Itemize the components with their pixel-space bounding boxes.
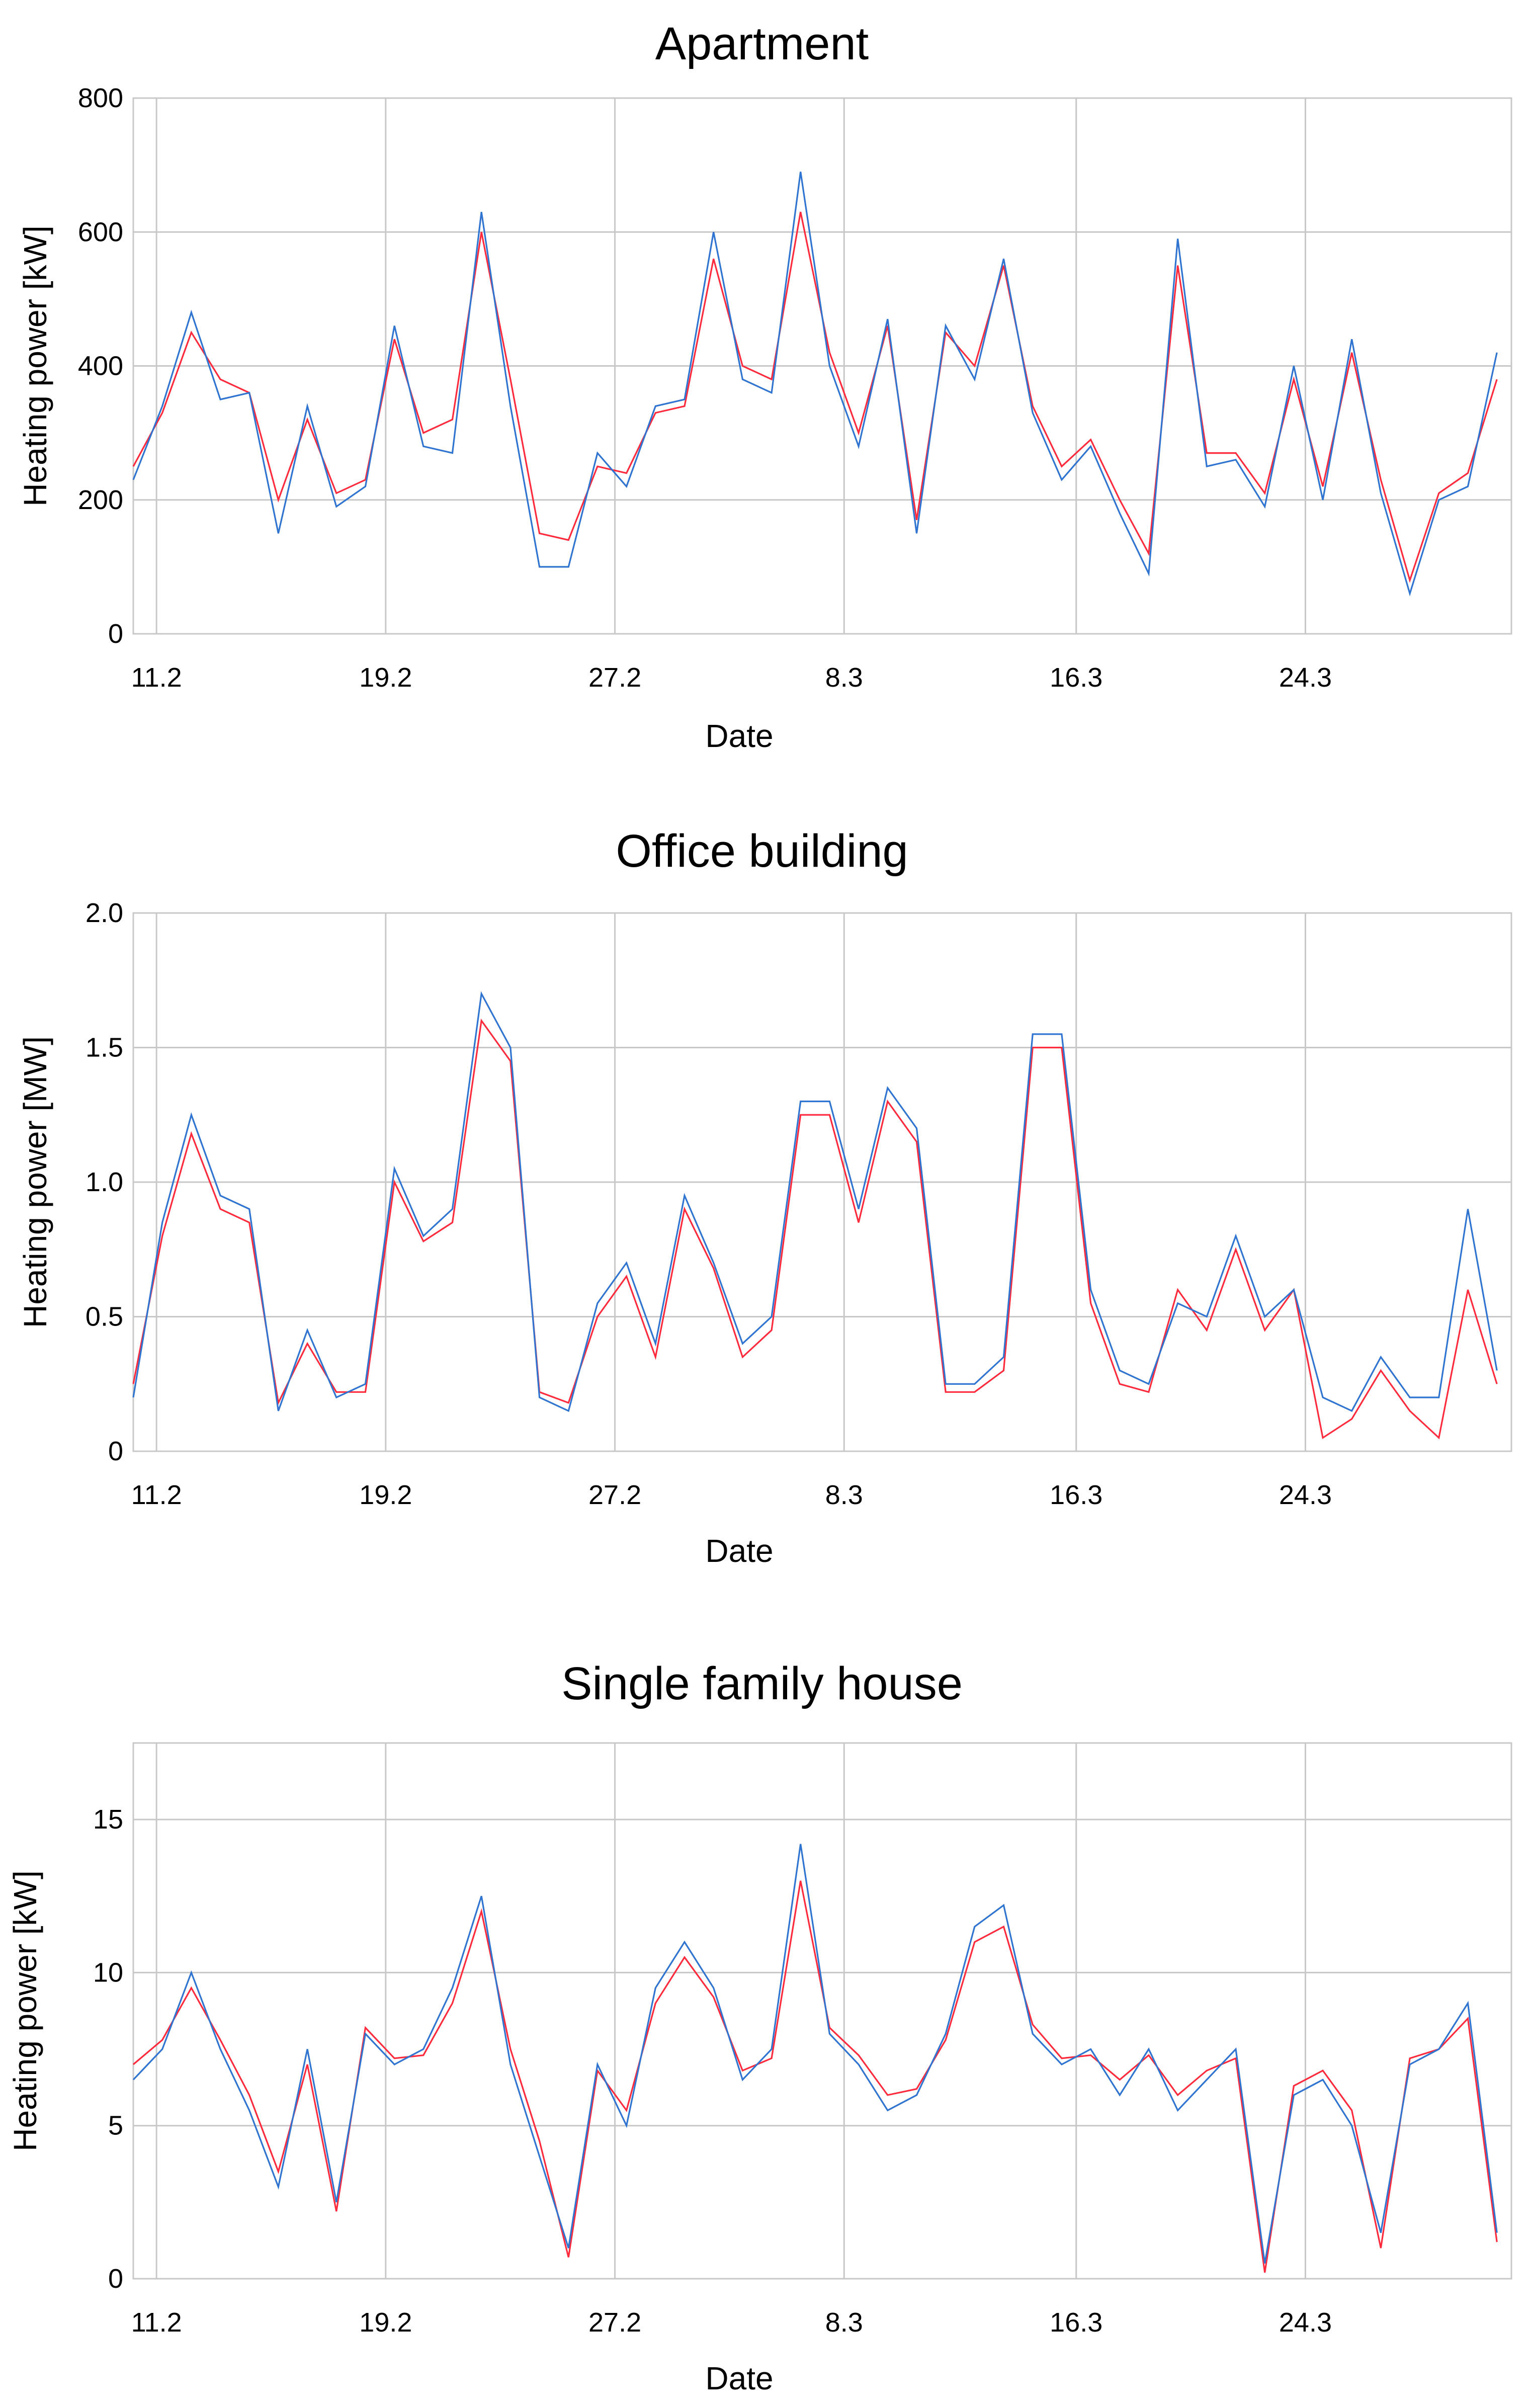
x-tick-label: 19.2	[359, 2307, 412, 2338]
x-tick-label: 16.3	[1050, 2307, 1102, 2338]
plot-frame	[132, 1742, 1512, 2280]
x-tick-label: 19.2	[359, 662, 412, 693]
x-tick-label: 16.3	[1050, 662, 1102, 693]
x-tick-label: 27.2	[588, 1480, 641, 1510]
series-line-measured	[132, 991, 1498, 1413]
y-tick-label: 400	[78, 351, 123, 381]
y-axis-label: Heating power [kW]	[7, 1870, 43, 2151]
y-tick-label: 0	[108, 2264, 123, 2294]
y-tick-label: 1.5	[86, 1033, 123, 1063]
y-tick-label: 2.0	[86, 898, 123, 928]
series-line-predicted	[132, 211, 1498, 583]
chart-title: Single family house	[561, 1658, 963, 1709]
plot-frame	[132, 97, 1512, 635]
y-tick-label: 0	[108, 619, 123, 649]
x-tick-label: 8.3	[825, 1480, 863, 1510]
y-tick-label: 10	[93, 1957, 123, 1987]
x-axis-label: Date	[705, 718, 773, 754]
series-line-measured	[132, 172, 1498, 597]
x-tick-label: 16.3	[1050, 1480, 1102, 1510]
y-tick-label: 5	[108, 2111, 123, 2141]
x-axis-label: Date	[705, 2360, 773, 2396]
series-line-predicted	[132, 1018, 1498, 1440]
plot-frame	[132, 912, 1512, 1452]
x-tick-label: 24.3	[1279, 2307, 1332, 2338]
office-building-chart: 0 0.5 1.0 1.5 2.0 11.2 19.2 27.2 8.3 16.3 24.3 Offi…	[0, 792, 1531, 1607]
y-tick-label: 200	[78, 485, 123, 515]
y-axis-label: Heating power [kW]	[17, 225, 53, 506]
y-axis-label: Heating power [MW]	[17, 1036, 53, 1328]
single-family-house-chart-svg: 0 5 10 15 11.2 19.2 27.2 8.3 16.3 24.3 Single fami…	[7, 1658, 1512, 2396]
chart-title: Office building	[616, 825, 908, 877]
x-tick-label: 27.2	[588, 662, 641, 693]
y-tick-label: 0.5	[86, 1302, 123, 1332]
x-tick-label: 11.2	[131, 1480, 182, 1510]
x-tick-label: 24.3	[1279, 1480, 1332, 1510]
y-tick-label: 600	[78, 217, 123, 247]
x-axis-label: Date	[705, 1533, 773, 1569]
x-tick-label: 11.2	[131, 662, 182, 693]
x-tick-label: 8.3	[825, 662, 863, 693]
y-tick-label: 15	[93, 1804, 123, 1835]
x-tick-label: 8.3	[825, 2307, 863, 2338]
chart-title: Apartment	[655, 18, 869, 69]
office-building-chart-svg: 0 0.5 1.0 1.5 2.0 11.2 19.2 27.2 8.3 16.3 24.3 Offi…	[17, 825, 1512, 1569]
apartment-chart-svg: 0 200 400 600 800 11.2 19.2 27.2 8.3 16.3 24.3 Apar…	[17, 18, 1512, 754]
x-tick-label: 11.2	[131, 2307, 182, 2338]
y-tick-label: 0	[108, 1436, 123, 1466]
y-tick-label: 800	[78, 83, 123, 113]
x-tick-label: 24.3	[1279, 662, 1332, 693]
series-line-measured	[132, 1844, 1498, 2264]
y-tick-label: 1.0	[86, 1167, 123, 1197]
x-tick-label: 27.2	[588, 2307, 641, 2338]
single-family-house-chart: 0 5 10 15 11.2 19.2 27.2 8.3 16.3 24.3 Single fami…	[0, 1607, 1531, 2408]
apartment-chart: 0 200 400 600 800 11.2 19.2 27.2 8.3 16.3 24.3 Apar…	[0, 0, 1531, 792]
x-tick-label: 19.2	[359, 1480, 412, 1510]
